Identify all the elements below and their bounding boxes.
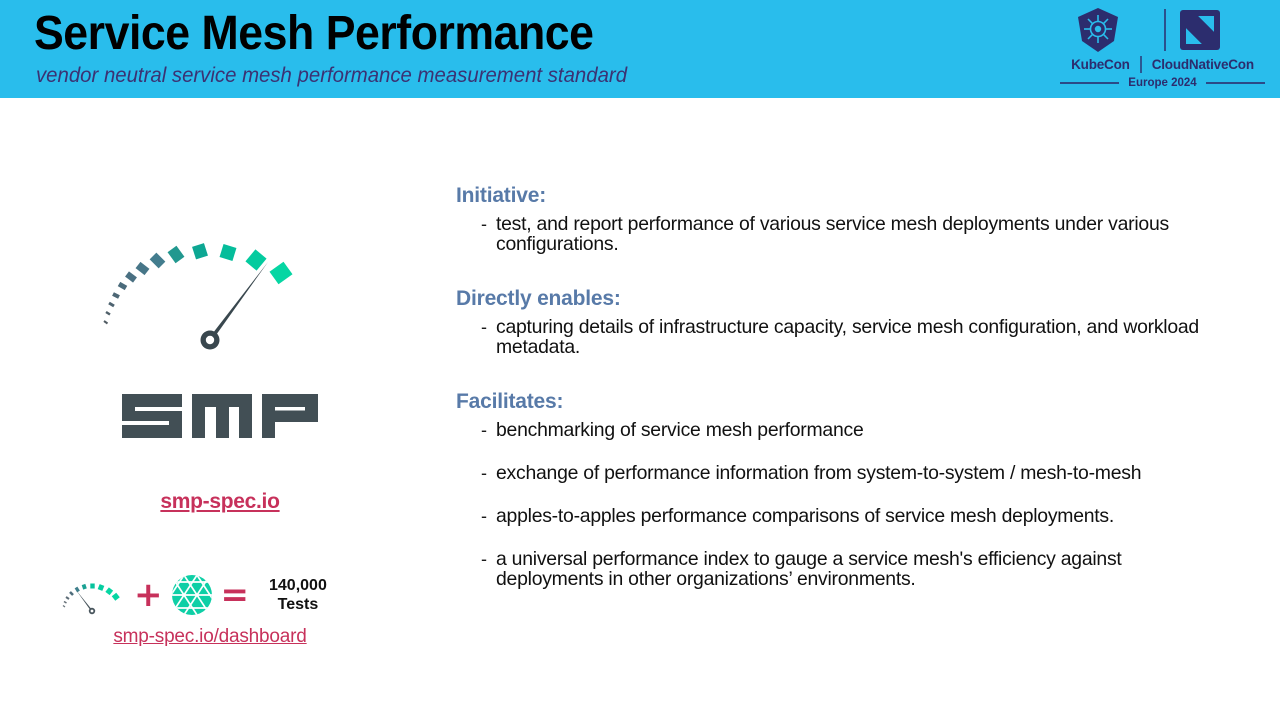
page-subtitle: vendor neutral service mesh performance … [36, 64, 628, 87]
cloudnativecon-label: CloudNativeCon [1151, 56, 1254, 72]
bullet-text: benchmarking of service mesh performance [496, 419, 864, 441]
kubecon-label: KubeCon [1071, 56, 1130, 72]
bullet-marker: - [481, 420, 487, 440]
content-column: Initiative: - test, and report performan… [456, 183, 1216, 611]
equals-operator: = [220, 575, 250, 615]
section-heading-initiative: Initiative: [456, 184, 546, 207]
bullet-marker: - [481, 214, 487, 234]
bullet-list-facilitates: - benchmarking of service mesh performan… [456, 420, 1216, 589]
smp-spec-link[interactable]: smp-spec.io [160, 490, 280, 513]
rule-right [1205, 82, 1265, 84]
smp-wordmark [122, 394, 318, 438]
meshery-mesh-circle-icon [171, 575, 212, 615]
bullet-marker: - [481, 506, 487, 526]
list-item: - apples-to-apples performance compariso… [456, 506, 1216, 527]
bullet-marker: - [481, 317, 487, 337]
bullet-text: apples-to-apples performance comparisons… [496, 505, 1115, 527]
tests-count-number: 140,000 [269, 577, 327, 594]
list-item: - a universal performance index to gauge… [456, 549, 1216, 589]
page-title: Service Mesh Performance [34, 7, 594, 60]
section-spacer [456, 265, 1216, 286]
conference-names: KubeCon CloudNativeCon [1060, 54, 1265, 74]
cncf-square-icon [1180, 10, 1220, 50]
bullet-list-initiative: - test, and report performance of variou… [456, 214, 1216, 254]
tests-equation: + = 140,000 Tests [58, 566, 378, 624]
section-heading-directly-enables: Directly enables: [456, 287, 621, 310]
conference-logo: KubeCon CloudNativeCon Europe 2024 [1060, 4, 1265, 92]
conference-event-label: Europe 2024 [1128, 77, 1197, 89]
bullet-list-directly-enables: - capturing details of infrastructure ca… [456, 317, 1216, 357]
bullet-marker: - [481, 463, 487, 483]
speedometer-gauge-icon [103, 243, 293, 350]
bullet-marker: - [481, 549, 487, 569]
conference-event-row: Europe 2024 [1060, 74, 1265, 92]
name-divider [1139, 55, 1142, 73]
logo-divider [1164, 9, 1166, 51]
tests-count-unit: Tests [277, 596, 319, 613]
section-heading-facilitates: Facilitates: [456, 390, 564, 413]
plus-operator: + [134, 575, 163, 615]
list-item: - benchmarking of service mesh performan… [456, 420, 1216, 441]
kubernetes-helm-wheel-icon [1078, 8, 1118, 52]
bullet-text: capturing details of infrastructure capa… [496, 316, 1199, 358]
bullet-text: a universal performance index to gauge a… [496, 548, 1122, 590]
section-spacer [456, 368, 1216, 389]
list-item: - exchange of performance information fr… [456, 463, 1216, 484]
rule-left [1060, 82, 1120, 84]
conference-logo-icons [1060, 4, 1265, 54]
dashboard-link[interactable]: smp-spec.io/dashboard [113, 626, 307, 647]
bullet-text: test, and report performance of various … [496, 213, 1169, 255]
tests-count: 140,000 Tests [269, 576, 327, 614]
list-item: - test, and report performance of variou… [456, 214, 1216, 254]
small-speedometer-gauge-icon [62, 583, 120, 615]
slide-header-band: Service Mesh Performance vendor neutral … [0, 0, 1280, 98]
bullet-text: exchange of performance information from… [496, 462, 1142, 484]
list-item: - capturing details of infrastructure ca… [456, 317, 1216, 357]
